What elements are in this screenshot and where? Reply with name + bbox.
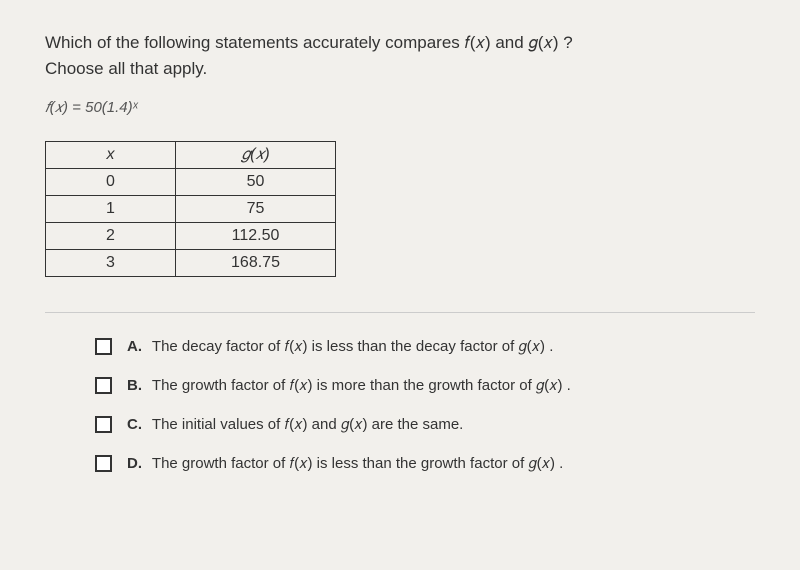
cell-x: 3 bbox=[46, 250, 176, 277]
option-c: C. The initial values of 𝑓(𝑥) and 𝑔(𝑥) a… bbox=[95, 416, 755, 433]
table-row: 3 168.75 bbox=[46, 250, 336, 277]
option-body: The growth factor of 𝑓(𝑥) is more than t… bbox=[152, 377, 571, 394]
checkbox-b[interactable] bbox=[95, 377, 112, 394]
checkbox-c[interactable] bbox=[95, 416, 112, 433]
option-b-text: B. The growth factor of 𝑓(𝑥) is more tha… bbox=[127, 377, 571, 394]
cell-gx: 75 bbox=[176, 196, 336, 223]
option-d: D. The growth factor of 𝑓(𝑥) is less tha… bbox=[95, 455, 755, 472]
table-row: 2 112.50 bbox=[46, 223, 336, 250]
option-body: The decay factor of 𝑓(𝑥) is less than th… bbox=[152, 338, 553, 355]
table-header-row: x 𝑔(𝑥) bbox=[46, 142, 336, 169]
cell-x: 1 bbox=[46, 196, 176, 223]
cell-gx: 168.75 bbox=[176, 250, 336, 277]
option-label: D. bbox=[127, 455, 142, 472]
header-gx: 𝑔(𝑥) bbox=[176, 142, 336, 169]
table-row: 0 50 bbox=[46, 169, 336, 196]
option-label: C. bbox=[127, 416, 142, 433]
option-label: A. bbox=[127, 338, 142, 355]
function-formula: 𝑓(𝑥) = 50(1.4)ˣ bbox=[45, 99, 755, 116]
data-table-wrap: x 𝑔(𝑥) 0 50 1 75 2 112.50 3 168.75 bbox=[45, 141, 755, 277]
section-divider bbox=[45, 312, 755, 313]
table-row: 1 75 bbox=[46, 196, 336, 223]
checkbox-d[interactable] bbox=[95, 455, 112, 472]
checkbox-a[interactable] bbox=[95, 338, 112, 355]
prompt-line-2: Choose all that apply. bbox=[45, 59, 207, 78]
option-a-text: A. The decay factor of 𝑓(𝑥) is less than… bbox=[127, 338, 553, 355]
option-body: The initial values of 𝑓(𝑥) and 𝑔(𝑥) are … bbox=[152, 416, 463, 433]
option-b: B. The growth factor of 𝑓(𝑥) is more tha… bbox=[95, 377, 755, 394]
data-table: x 𝑔(𝑥) 0 50 1 75 2 112.50 3 168.75 bbox=[45, 141, 336, 277]
option-body: The growth factor of 𝑓(𝑥) is less than t… bbox=[152, 455, 563, 472]
option-a: A. The decay factor of 𝑓(𝑥) is less than… bbox=[95, 338, 755, 355]
option-c-text: C. The initial values of 𝑓(𝑥) and 𝑔(𝑥) a… bbox=[127, 416, 463, 433]
cell-gx: 50 bbox=[176, 169, 336, 196]
answer-options: A. The decay factor of 𝑓(𝑥) is less than… bbox=[45, 338, 755, 472]
header-x: x bbox=[46, 142, 176, 169]
question-prompt: Which of the following statements accura… bbox=[45, 30, 755, 81]
cell-gx: 112.50 bbox=[176, 223, 336, 250]
option-d-text: D. The growth factor of 𝑓(𝑥) is less tha… bbox=[127, 455, 563, 472]
cell-x: 0 bbox=[46, 169, 176, 196]
cell-x: 2 bbox=[46, 223, 176, 250]
option-label: B. bbox=[127, 377, 142, 394]
prompt-line-1: Which of the following statements accura… bbox=[45, 33, 573, 52]
